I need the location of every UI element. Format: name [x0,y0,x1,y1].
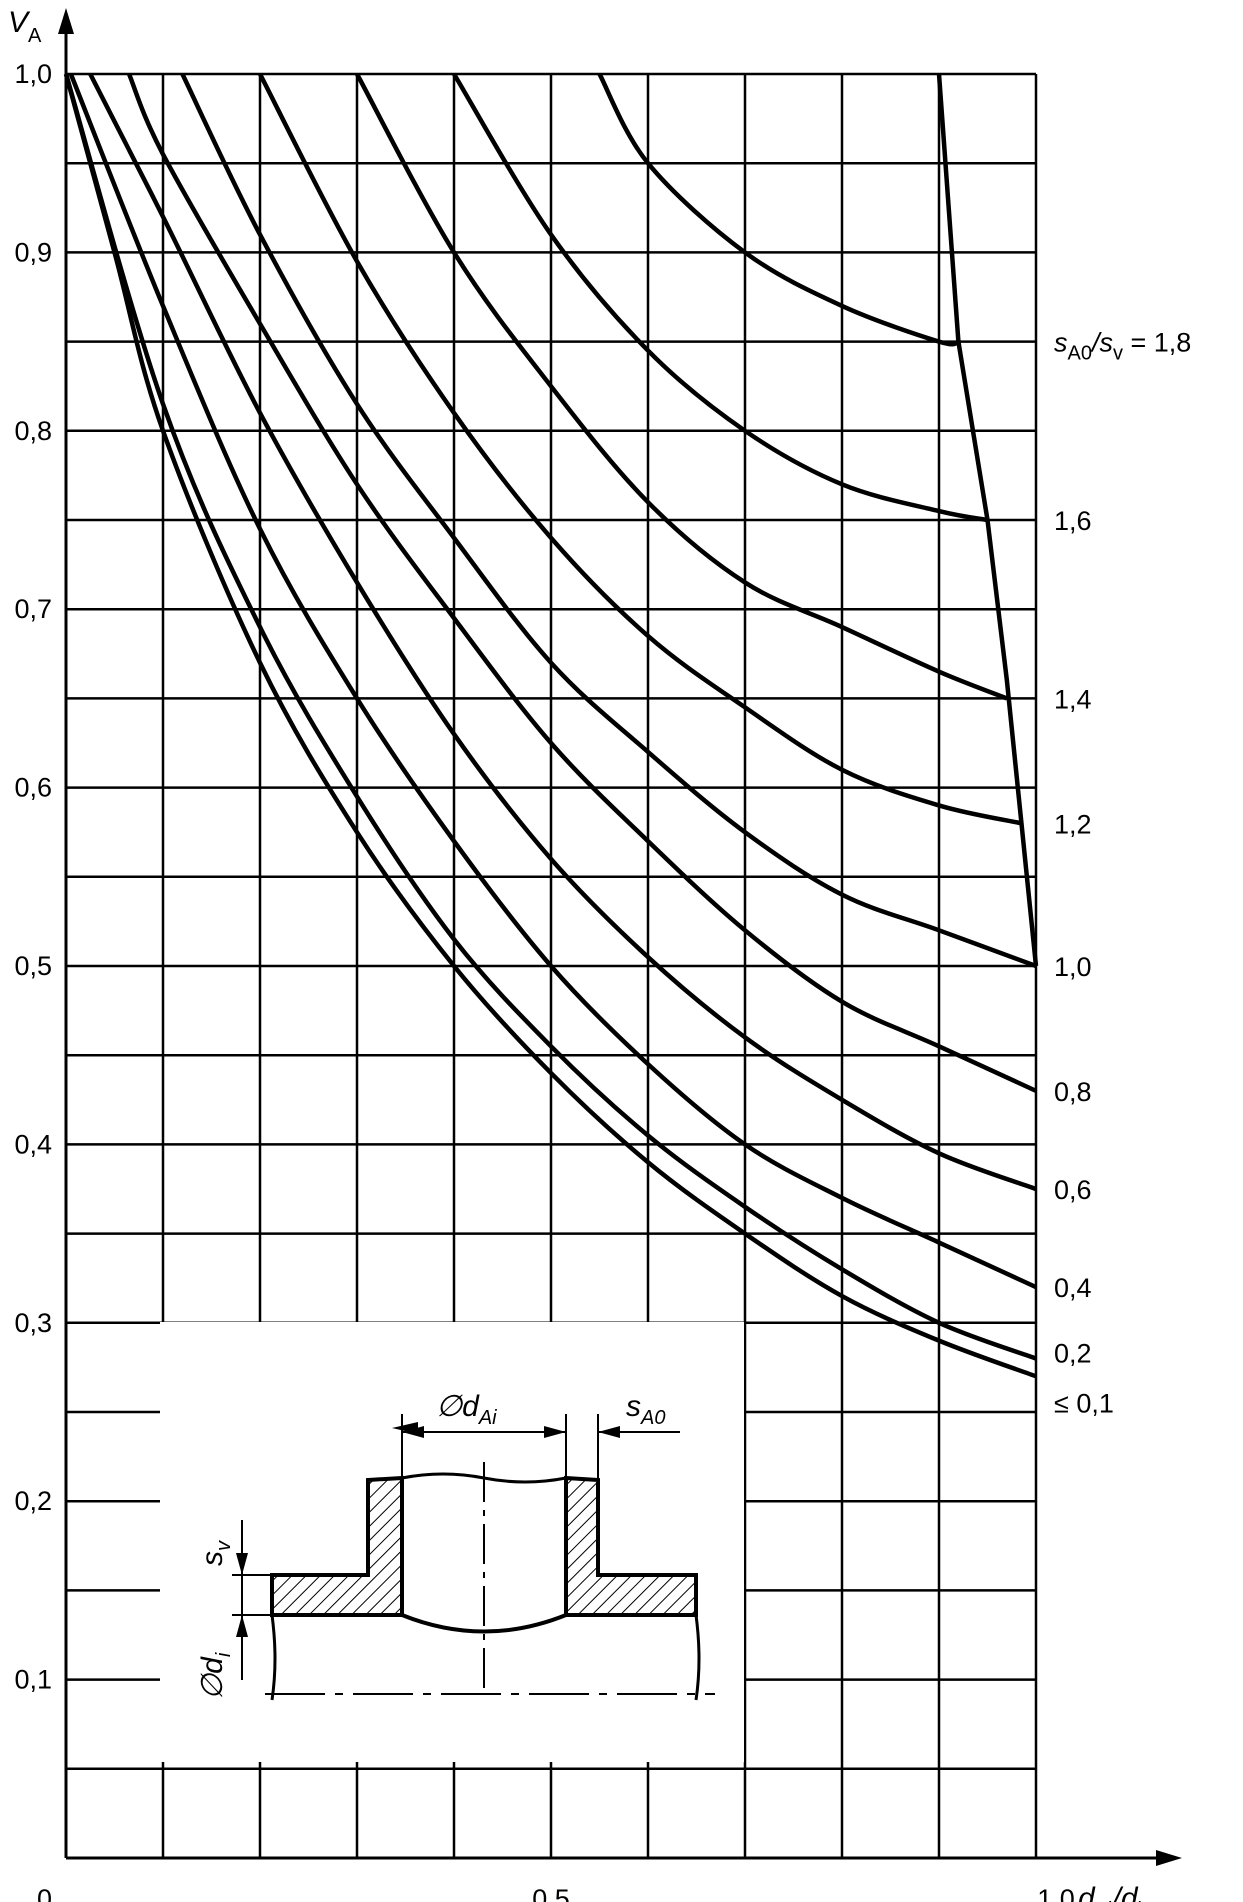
series-label-param: sA0/sv = 1,8 [1054,328,1191,365]
series-label: 0,6 [1054,1175,1092,1205]
y-tick-label: 0,4 [14,1129,52,1159]
inset-sa0-label: sA0 [626,1390,665,1429]
inset-dai-label: ∅dAi [436,1390,497,1429]
series-label: 0,8 [1054,1077,1092,1107]
curves [63,72,1039,1379]
y-tick-label: 0,5 [14,951,52,981]
boundary-line [936,73,1039,967]
inset-dai-arrow-left [402,1426,424,1438]
y-tick-label: 0,8 [14,416,52,446]
series-line-9 [597,72,959,347]
series-label: 0,2 [1054,1338,1092,1368]
y-axis-arrow [58,8,74,34]
series-label: ≤ 0,1 [1054,1389,1114,1419]
inset-shell-right-end [694,1614,701,1701]
series-line-1 [63,73,1037,1361]
x-tick-label: 0,5 [532,1884,570,1902]
series-line-8 [452,72,988,523]
series-label: 0,4 [1054,1273,1092,1303]
series-line-5 [180,73,1037,969]
series-line-4 [126,73,1037,1093]
labels: 0,1 0,2 0,3 0,4 0,5 0,6 0,7 0,8 0,9 1,0 0 0,5 1,0 VA d… [8,6,1191,1902]
inset-shell-left-end [270,1614,277,1701]
series-line-0 [63,73,1037,1379]
series-line-7 [355,72,1008,701]
inset-shell-top [272,1613,696,1634]
axes [58,8,1182,1866]
y-tick-label: 0,1 [14,1665,52,1695]
origin-label: 0 [37,1884,52,1902]
y-tick-label: 1,0 [14,59,52,89]
y-tick-label: 0,2 [14,1486,52,1516]
y-tick-label: 0,7 [14,594,52,624]
series-line-3 [88,72,1037,1192]
y-tick-label: 0,3 [14,1308,52,1338]
inset-di-label: ∅di [196,1652,235,1700]
inset-dai-arrow-right [544,1426,566,1438]
inset-sv-label: sv [196,1540,235,1566]
inset-sv-arrow-bottom [236,1615,248,1637]
x-tick-label: 1,0 [1037,1884,1075,1902]
inset-background [160,1322,744,1762]
y-tick-label: 0,6 [14,773,52,803]
series-label: 1,4 [1054,684,1092,714]
nozzle-inset-diagram: ∅dAi sA0 sv ∅di [160,1322,744,1762]
y-tick-label: 0,9 [14,237,52,267]
series-label: 1,6 [1054,506,1092,536]
series-line-2 [68,73,1037,1290]
series-label: 1,0 [1054,952,1092,982]
inset-sa0-arrow [598,1426,620,1438]
series-label: 1,2 [1054,809,1092,839]
x-axis-arrow [1156,1850,1182,1866]
series-line-6 [258,72,1022,826]
inset-sv-arrow-top [236,1553,248,1575]
x-axis-label: dAi/di [1078,1882,1142,1902]
y-axis-label: VA [8,6,42,47]
